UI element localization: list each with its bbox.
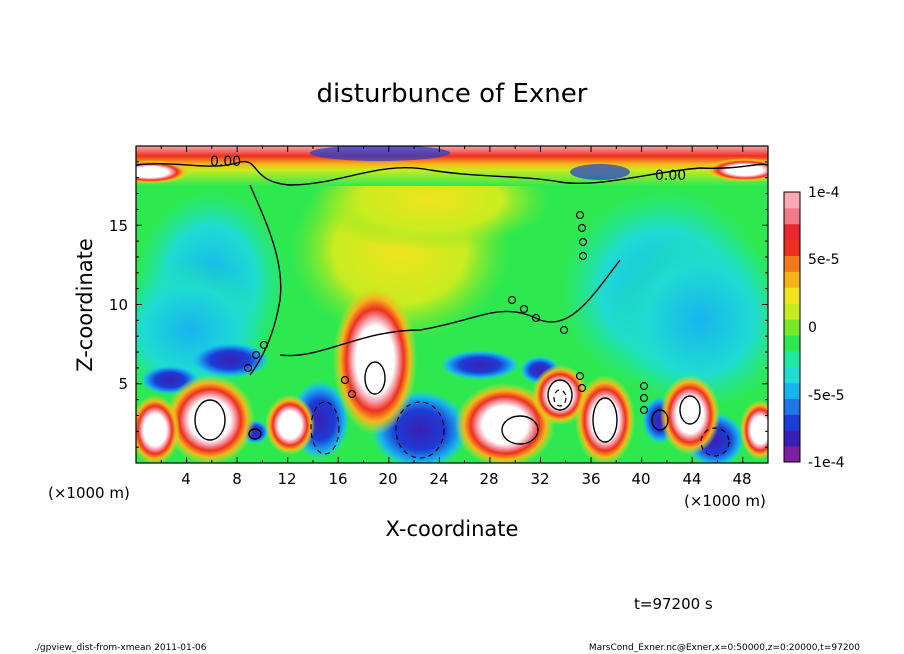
chart-title: disturbunce of Exner [317,79,588,109]
colorbar-label: 1e-4 [808,185,840,201]
colorbar-segment [784,223,800,241]
y-tick-label: 10 [109,296,128,314]
colorbar-segment [784,271,800,288]
x-tick-label: 48 [732,470,751,488]
x-axis-title: X-coordinate [386,517,519,541]
x-unit-label-left: (×1000 m) [48,484,130,502]
colorbar-segment [784,350,800,368]
colorbar-segment [784,207,800,225]
colorbar-segment [784,303,800,320]
x-tick-label: 4 [181,470,191,488]
contour-label-right: 0.00 [655,168,686,184]
y-tick-label: 15 [109,217,128,235]
colorbar-label: -5e-5 [808,388,845,404]
colorbar-segment [784,192,800,209]
x-tick-label: 32 [530,470,549,488]
colorbar-segment [784,239,800,257]
colorbar-segment [784,319,800,336]
colorbar-segment [784,398,800,415]
x-tick-label: 8 [232,470,242,488]
x-tick-label: 40 [631,470,650,488]
time-label: t=97200 s [634,595,713,613]
x-tick-label: 12 [277,470,296,488]
colorbar-segment [784,287,800,304]
x-tick-label: 36 [581,470,600,488]
contour-label-left: 0.00 [210,154,241,170]
colorbar [784,192,800,463]
x-tick-label: 24 [429,470,448,488]
colorbar-segment [784,446,800,463]
colorbar-label: 5e-5 [808,252,839,268]
x-tick-label: 28 [479,470,498,488]
x-tick-label: 44 [682,470,701,488]
colorbar-segment [784,414,800,431]
colorbar-segment [784,382,800,399]
x-unit-label-right: (×1000 m) [684,492,766,510]
y-tick-label: 5 [118,375,128,393]
footer-left: ./gpview_dist-from-xmean 2011-01-06 [34,643,207,653]
footer-right: MarsCond_Exner.nc@Exner,x=0:50000,z=0:20… [589,643,860,653]
heatmap-field [136,146,768,463]
x-axis-ticks [160,146,744,463]
y-axis-title: Z-coordinate [73,238,97,372]
colorbar-segment [784,366,800,384]
y-axis-ticks [136,161,768,448]
colorbar-frame [783,191,801,463]
colorbar-segment [784,255,800,272]
colorbar-segment [784,430,800,447]
colorbar-label: 0 [808,320,817,336]
colorbar-segment [784,334,800,352]
x-tick-label: 20 [378,470,397,488]
colorbar-label: -1e-4 [808,455,845,471]
x-tick-label: 16 [328,470,347,488]
